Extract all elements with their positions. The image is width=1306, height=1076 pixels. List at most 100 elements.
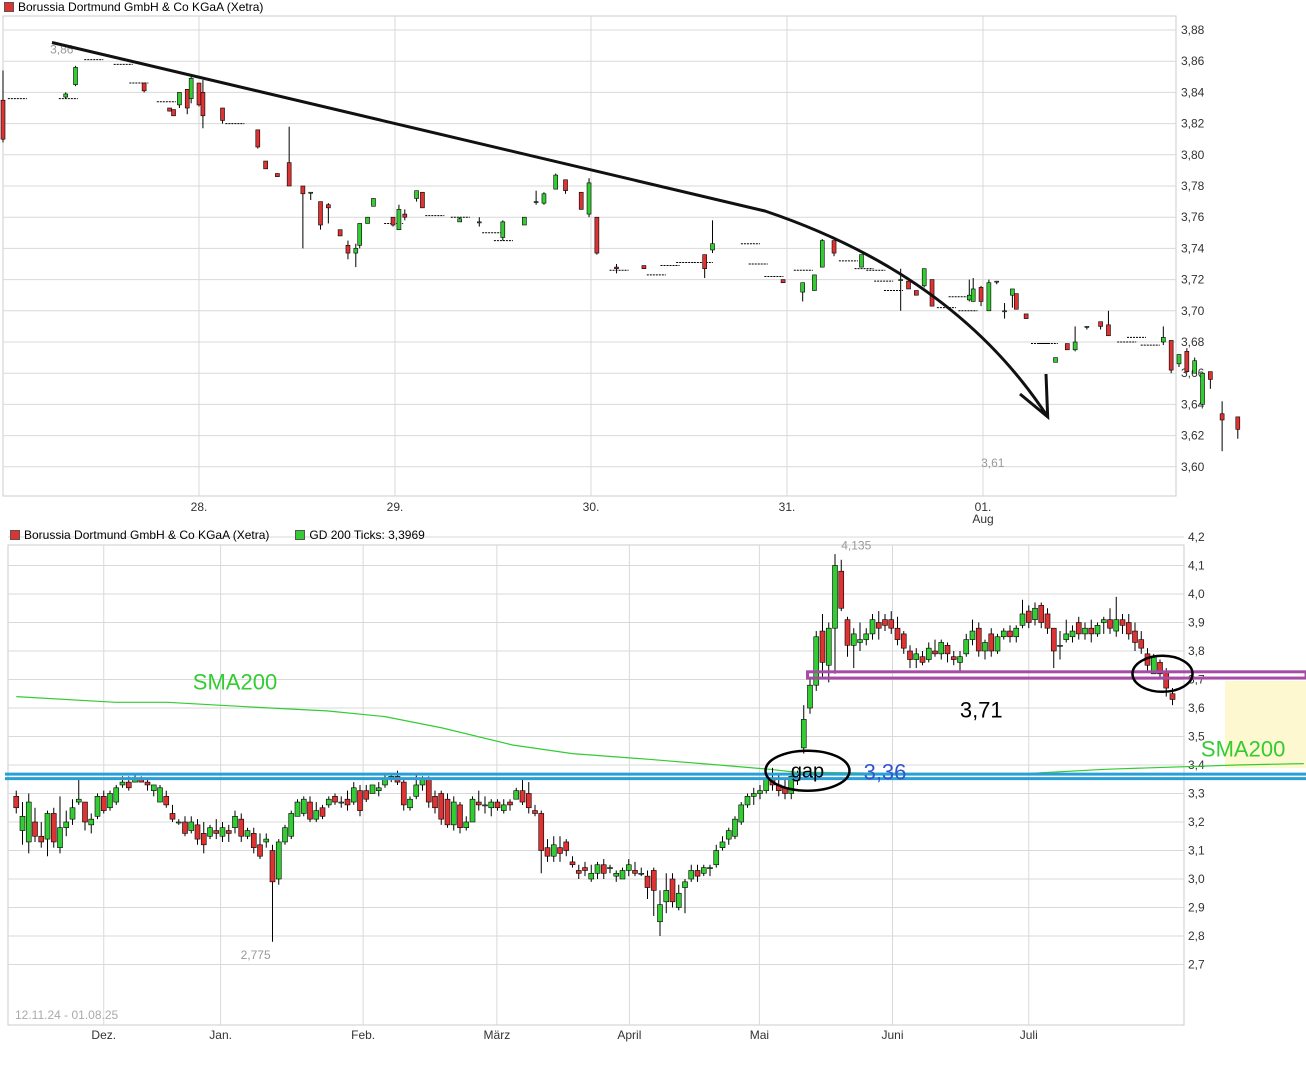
resistance-band xyxy=(806,670,1306,680)
top-candle-body xyxy=(641,265,647,269)
bottom-candle-body xyxy=(294,801,301,817)
bottom-candle-body xyxy=(682,881,688,888)
bottom-candle-body xyxy=(107,793,113,809)
bottom-candle-body xyxy=(475,801,482,806)
bottom-candle-body xyxy=(494,801,501,809)
bottom-candle-body xyxy=(550,844,557,857)
bottom-chart-legend-sma: GD 200 Ticks: 3,3969 xyxy=(309,528,425,542)
top-candle-body xyxy=(396,209,402,230)
bottom-candle-body xyxy=(819,630,826,663)
bottom-candle-body xyxy=(688,870,695,880)
bottom-candle-body xyxy=(838,570,845,609)
bottom-candle-body xyxy=(875,622,882,629)
bottom-candle-body xyxy=(1157,662,1163,675)
top-candle-body xyxy=(1014,293,1019,310)
bottom-candle-body xyxy=(1138,639,1145,649)
breakdown-circle-icon xyxy=(1131,654,1194,694)
top-candle-body xyxy=(1219,413,1225,421)
top-chart-candles xyxy=(0,59,1241,452)
bottom-candle-body xyxy=(57,827,63,848)
top-candle-body xyxy=(906,280,911,290)
bottom-candle-body xyxy=(332,796,338,803)
bottom-candle-body xyxy=(325,798,332,806)
top-candle-body xyxy=(357,223,363,246)
top-candle-body xyxy=(476,221,482,224)
bottom-candle-body xyxy=(113,787,120,803)
bottom-candle-body xyxy=(925,647,932,660)
top-x-tick-label: Aug xyxy=(972,512,993,526)
bottom-candle-body xyxy=(88,818,95,826)
bottom-candle-body xyxy=(144,781,151,786)
bottom-candle-body xyxy=(38,835,45,843)
bottom-y-tick-label: 2,7 xyxy=(1188,958,1205,972)
bottom-candle-body xyxy=(669,878,676,903)
bottom-candle-body xyxy=(75,798,82,803)
bottom-candle-body xyxy=(313,810,320,820)
bottom-candle-body xyxy=(807,684,813,709)
gap-label: gap xyxy=(791,761,824,783)
top-candle-body xyxy=(414,190,419,199)
bottom-candle-body xyxy=(632,870,638,874)
bottom-candle-body xyxy=(519,790,526,803)
bottom-candle-body xyxy=(32,821,38,837)
bottom-candle-body xyxy=(438,793,445,820)
bottom-candle-body xyxy=(832,565,838,629)
bottom-plot-frame xyxy=(7,544,1185,1026)
top-candle-body xyxy=(586,182,592,215)
bottom-candle-body xyxy=(588,872,595,880)
top-y-tick-label: 3,60 xyxy=(1181,460,1205,474)
bottom-candle-body xyxy=(169,813,176,820)
legend-swatch-red-icon xyxy=(10,530,20,540)
bottom-candle-body xyxy=(200,833,207,846)
bottom-candle-body xyxy=(1088,627,1095,635)
bottom-y-tick-label: 3,6 xyxy=(1188,701,1205,715)
bottom-y-tick-label: 2,9 xyxy=(1188,901,1205,915)
bottom-candle-body xyxy=(800,719,807,749)
bottom-candle-body xyxy=(738,804,745,823)
trend-arrow-line xyxy=(51,41,1049,418)
top-candle-body xyxy=(966,294,972,301)
top-candle-body xyxy=(220,107,225,121)
bottom-candle-body xyxy=(763,778,770,791)
bottom-x-tick-label: Dez. xyxy=(91,1028,116,1042)
top-candle-body xyxy=(263,160,268,170)
bottom-candle-body xyxy=(44,813,51,840)
bottom-candle-body xyxy=(594,864,601,874)
top-y-tick-label: 3,88 xyxy=(1181,23,1205,37)
top-y-tick-label: 3,72 xyxy=(1181,273,1205,287)
top-candle-body xyxy=(63,93,69,98)
bottom-candle-body xyxy=(619,870,626,880)
top-candle-body xyxy=(326,204,331,209)
bottom-candle-body xyxy=(275,841,282,880)
bottom-candle-body xyxy=(269,850,276,883)
bottom-candle-body xyxy=(600,864,607,874)
top-candle-body xyxy=(1084,326,1090,328)
bottom-candle-body xyxy=(919,656,926,663)
top-y-tick-label: 3,84 xyxy=(1181,85,1205,99)
bottom-candle-body xyxy=(982,642,988,652)
trend-arrow-head-icon xyxy=(1019,373,1050,421)
top-y-tick-label: 3,78 xyxy=(1181,179,1205,193)
bottom-candle-body xyxy=(813,636,820,686)
top-candle-body xyxy=(300,185,306,195)
bottom-x-tick-label: Juni xyxy=(881,1028,903,1042)
bottom-candle-body xyxy=(994,636,1001,652)
bottom-candle-body xyxy=(69,807,76,820)
bottom-candle-body xyxy=(125,781,132,789)
legend-swatch-green-icon xyxy=(295,530,306,540)
bottom-candle-body xyxy=(957,656,963,663)
bottom-candle-body xyxy=(300,798,307,814)
bottom-candle-body xyxy=(1000,630,1007,638)
bottom-candle-body xyxy=(288,813,295,837)
bottom-candle-body xyxy=(857,639,863,643)
top-candle-body xyxy=(371,198,376,207)
bottom-candle-body xyxy=(713,850,720,866)
bottom-candle-body xyxy=(1050,627,1057,652)
bottom-candle-body xyxy=(369,784,376,794)
bottom-candle-body xyxy=(944,644,951,655)
bottom-candle-body xyxy=(82,801,88,823)
bottom-candle-body xyxy=(569,861,576,866)
bottom-candle-body xyxy=(375,787,382,791)
top-candle-body xyxy=(200,92,206,117)
bottom-candle-body xyxy=(563,841,570,851)
